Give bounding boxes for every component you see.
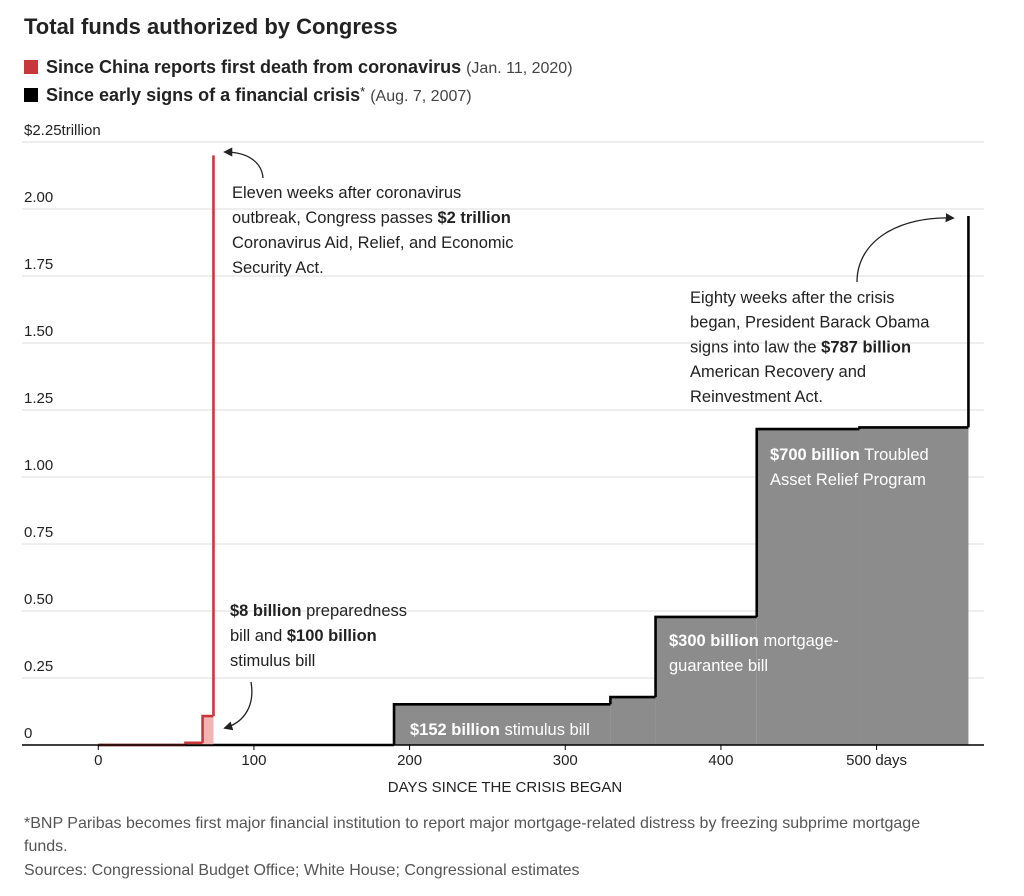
legend-note: * bbox=[360, 84, 365, 99]
annotation-text: preparedness bbox=[302, 602, 408, 620]
arrow bbox=[223, 147, 264, 179]
annotation: guarantee bill bbox=[669, 657, 768, 675]
legend-swatch bbox=[24, 88, 38, 102]
step-line bbox=[858, 426, 969, 430]
annotation: began, President Barack Obama bbox=[690, 314, 930, 332]
x-tick-label: 500 days bbox=[846, 752, 907, 769]
arrow bbox=[223, 681, 253, 731]
annotation-text: $300 billion bbox=[669, 632, 759, 650]
annotation-text: American Recovery and bbox=[690, 363, 866, 381]
area-step bbox=[202, 716, 214, 745]
legend-entry: Since early signs of a financial crisis*… bbox=[46, 84, 472, 105]
x-tick-label: 200 bbox=[397, 752, 422, 769]
annotation-text: signs into law the bbox=[690, 338, 821, 356]
y-tick-label: 2.00 bbox=[24, 189, 53, 206]
annotation: Eleven weeks after coronavirus bbox=[232, 184, 461, 202]
annotation: $152 billion stimulus bill bbox=[410, 721, 590, 739]
annotation: Coronavirus Aid, Relief, and Economic bbox=[232, 234, 514, 252]
annotation-text: Asset Relief Program bbox=[770, 471, 926, 489]
annotation-text: bill and bbox=[230, 627, 287, 645]
annotation-text: mortgage- bbox=[759, 632, 839, 650]
y-tick-label: 0.50 bbox=[24, 591, 53, 608]
x-tick-label: 400 bbox=[708, 752, 733, 769]
step-line bbox=[201, 714, 214, 743]
legend-date: (Jan. 11, 2020) bbox=[466, 60, 572, 77]
annotation: stimulus bill bbox=[230, 652, 315, 670]
annotation-text: began, President Barack Obama bbox=[690, 314, 930, 332]
step-line bbox=[392, 702, 611, 745]
step-line bbox=[654, 615, 757, 698]
y-tick-label: 1.25 bbox=[24, 390, 53, 407]
area-step bbox=[859, 427, 969, 745]
annotation-text: $2 trillion bbox=[437, 209, 510, 227]
legend-name: Since China reports first death from cor… bbox=[46, 57, 461, 77]
annotation-text: $787 billion bbox=[821, 338, 911, 356]
arrow bbox=[856, 213, 955, 283]
annotation-text: outbreak, Congress passes bbox=[232, 209, 437, 227]
annotation-text: $100 billion bbox=[287, 627, 377, 645]
y-tick-label: 0 bbox=[24, 725, 32, 742]
annotation-text: stimulus bill bbox=[500, 721, 590, 739]
y-tick-label: 0.25 bbox=[24, 658, 53, 675]
annotation: $8 billion preparedness bbox=[230, 602, 407, 620]
annotation: Reinvestment Act. bbox=[690, 388, 823, 406]
x-tick-label: 300 bbox=[553, 752, 578, 769]
x-tick-label: 0 bbox=[94, 752, 102, 769]
legend-date: (Aug. 7, 2007) bbox=[370, 88, 471, 105]
annotation-text: stimulus bill bbox=[230, 652, 315, 670]
annotation-text: Coronavirus Aid, Relief, and Economic bbox=[232, 234, 514, 252]
annotation: Security Act. bbox=[232, 259, 324, 277]
annotation-text: $8 billion bbox=[230, 602, 302, 620]
annotation: Eighty weeks after the crisis bbox=[690, 289, 895, 307]
y-tick-label: 0.75 bbox=[24, 524, 53, 541]
area-step bbox=[394, 704, 611, 745]
annotation: $700 billion Troubled bbox=[770, 446, 929, 464]
annotation: outbreak, Congress passes $2 trillion bbox=[232, 209, 511, 227]
y-tick-label: 1.75 bbox=[24, 256, 53, 273]
legend-swatch bbox=[24, 60, 38, 74]
step-line bbox=[609, 695, 656, 705]
y-tick-label: 1.50 bbox=[24, 323, 53, 340]
annotation-text: Eleven weeks after coronavirus bbox=[232, 184, 461, 202]
plot: 0 0.25 0.50 0.75 1.00 1.25 1.50 1.75 2.00 $2.25tr… bbox=[22, 122, 984, 769]
annotation-text: Troubled bbox=[860, 446, 929, 464]
annotation: signs into law the $787 billion bbox=[690, 338, 911, 356]
annotation: bill and $100 billion bbox=[230, 627, 377, 645]
legend-entry: Since China reports first death from cor… bbox=[46, 57, 573, 77]
legend-name: Since early signs of a financial crisis bbox=[46, 85, 360, 105]
annotation-text: $152 billion bbox=[410, 721, 500, 739]
annotation-text: Security Act. bbox=[232, 259, 324, 277]
step-line bbox=[755, 427, 860, 617]
annotation: American Recovery and bbox=[690, 363, 866, 381]
x-axis-label: DAYS SINCE THE CRISIS BEGAN bbox=[388, 779, 623, 796]
annotation: Asset Relief Program bbox=[770, 471, 926, 489]
area-step bbox=[655, 616, 757, 745]
area-step bbox=[756, 429, 860, 745]
y-tick-label: 1.00 bbox=[24, 457, 53, 474]
x-tick-label: 100 bbox=[241, 752, 266, 769]
annotation-text: $700 billion bbox=[770, 446, 860, 464]
annotation-text: Reinvestment Act. bbox=[690, 388, 823, 406]
source: Sources: Congressional Budget Office; Wh… bbox=[24, 862, 580, 879]
legend: Since China reports first death from cor… bbox=[24, 57, 573, 105]
footnote: *BNP Paribas becomes first major financi… bbox=[24, 815, 921, 855]
area-step bbox=[610, 697, 656, 745]
y-tick-label: $2.25trillion bbox=[24, 122, 101, 139]
annotation-text: guarantee bill bbox=[669, 657, 768, 675]
annotation-text: Eighty weeks after the crisis bbox=[690, 289, 895, 307]
annotation: $300 billion mortgage- bbox=[669, 632, 839, 650]
chart: Total funds authorized by Congress 0 0.25… bbox=[22, 14, 984, 796]
chart-title: Total funds authorized by Congress bbox=[24, 14, 398, 39]
